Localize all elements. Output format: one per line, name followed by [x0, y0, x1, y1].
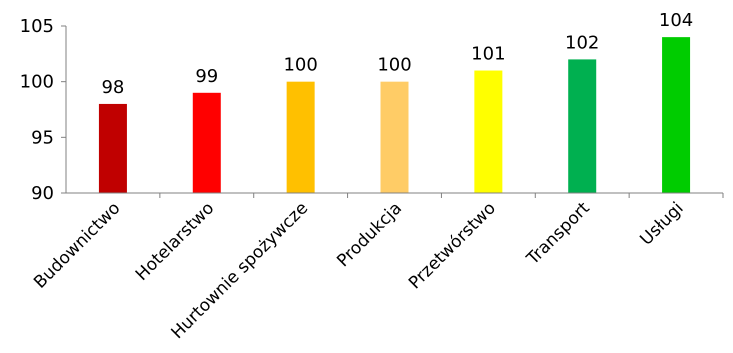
bar: [662, 37, 691, 194]
data-label: 102: [565, 32, 599, 53]
data-label: 100: [283, 55, 317, 76]
x-tick-label: Budownictwo: [30, 198, 124, 292]
x-tick-label: Produkcja: [333, 198, 406, 271]
bars: [98, 37, 691, 194]
x-tick-label: Usługi: [636, 198, 687, 249]
y-tick-label: 105: [20, 16, 54, 37]
bar: [568, 59, 597, 194]
data-label: 99: [195, 66, 218, 87]
bar: [192, 92, 221, 193]
x-tick-label: Transport: [522, 198, 593, 269]
data-label: 104: [659, 10, 693, 31]
y-axis: 90 95 100 105: [20, 16, 67, 204]
bar: [380, 81, 409, 193]
y-tick-label: 100: [20, 72, 54, 93]
data-label: 98: [101, 77, 124, 98]
bar: [286, 81, 315, 193]
y-tick-label: 90: [31, 183, 54, 204]
data-label: 101: [471, 44, 505, 65]
data-labels: 98 99 100 100 101 102 104: [101, 10, 693, 98]
x-tick-label: Przetwórstwo: [405, 198, 500, 293]
x-tick-label: Hotelarstwo: [132, 198, 218, 284]
bar: [474, 70, 503, 193]
bar: [98, 103, 127, 193]
y-tick-label: 95: [31, 127, 54, 148]
data-label: 100: [377, 55, 411, 76]
